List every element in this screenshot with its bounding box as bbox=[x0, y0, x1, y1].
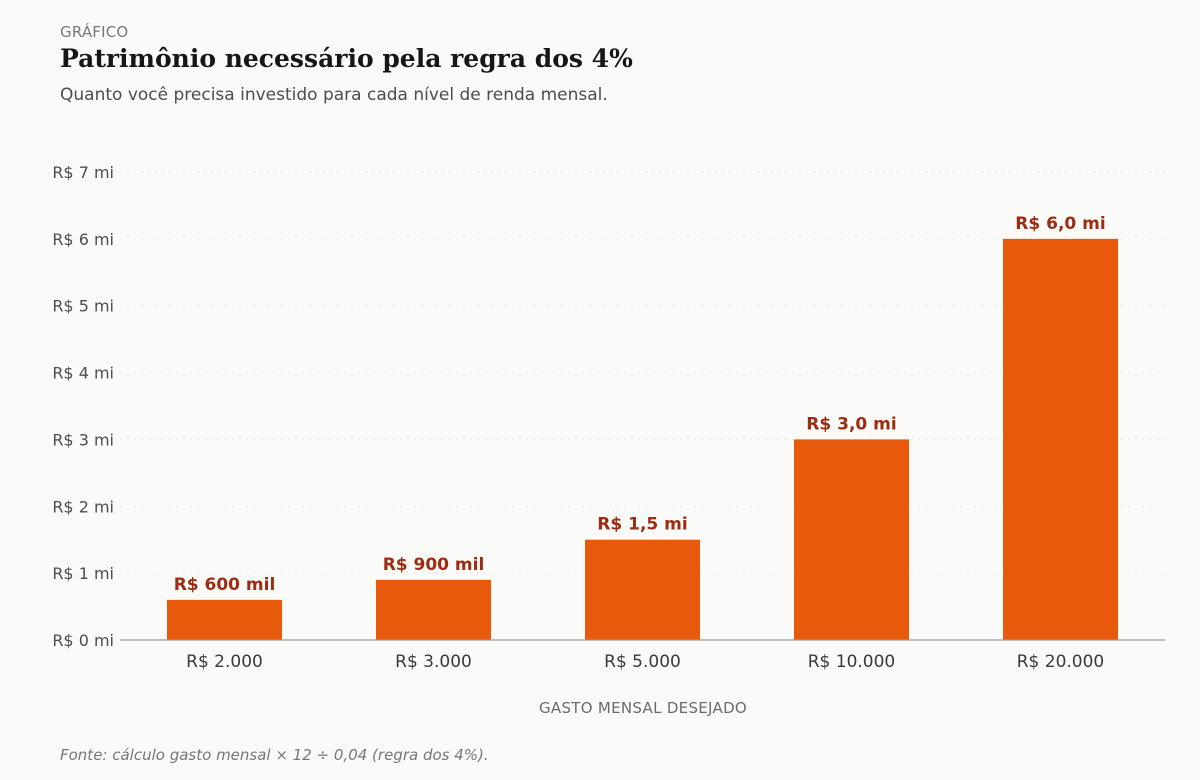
y-tick-label: R$ 3 mi bbox=[52, 430, 114, 449]
y-tick-label: R$ 0 mi bbox=[52, 631, 114, 650]
bar bbox=[1003, 238, 1118, 640]
y-tick-label: R$ 7 mi bbox=[52, 163, 114, 182]
y-tick-label: R$ 2 mi bbox=[52, 497, 114, 516]
chart-source-note: Fonte: cálculo gasto mensal × 12 ÷ 0,04 … bbox=[60, 746, 489, 764]
y-tick-label: R$ 4 mi bbox=[52, 364, 114, 383]
bar bbox=[794, 439, 909, 640]
x-category-label: R$ 20.000 bbox=[1017, 652, 1105, 672]
x-category-label: R$ 10.000 bbox=[808, 652, 896, 672]
bar bbox=[167, 599, 282, 640]
bar-value-label: R$ 6,0 mi bbox=[1015, 214, 1105, 234]
y-tick-label: R$ 6 mi bbox=[52, 230, 114, 249]
chart-kicker: GRÁFICO bbox=[60, 23, 129, 41]
x-category-label: R$ 3.000 bbox=[395, 652, 472, 672]
bar-value-label: R$ 900 mil bbox=[383, 555, 485, 575]
bar bbox=[376, 579, 491, 640]
y-tick-label: R$ 5 mi bbox=[52, 297, 114, 316]
bar-value-label: R$ 1,5 mi bbox=[597, 515, 687, 535]
x-category-label: R$ 2.000 bbox=[186, 652, 263, 672]
chart-subtitle: Quanto você precisa investido para cada … bbox=[60, 85, 608, 105]
x-category-label: R$ 5.000 bbox=[604, 652, 681, 672]
bar bbox=[585, 539, 700, 640]
x-axis-title: GASTO MENSAL DESEJADO bbox=[539, 699, 747, 717]
bar-value-label: R$ 600 mil bbox=[174, 575, 276, 595]
bar-value-label: R$ 3,0 mi bbox=[806, 414, 896, 434]
chart-title: Patrimônio necessário pela regra dos 4% bbox=[60, 44, 633, 73]
y-tick-label: R$ 1 mi bbox=[52, 564, 114, 583]
